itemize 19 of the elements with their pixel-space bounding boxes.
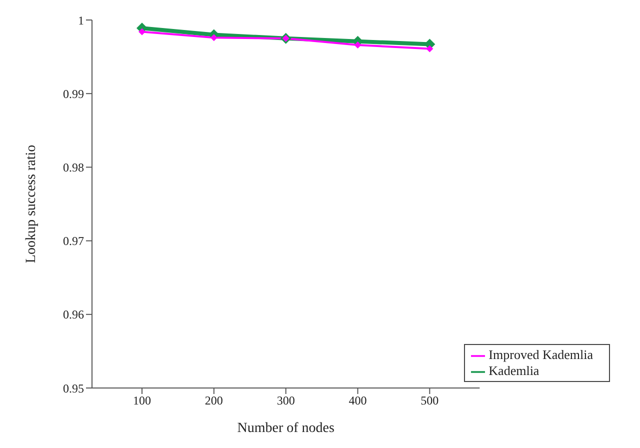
y-tick-label: 0.98 (63, 160, 84, 174)
x-tick-label: 200 (204, 394, 223, 408)
point (426, 45, 434, 52)
y-axis-title: Lookup success ratio (24, 144, 39, 264)
point (138, 28, 146, 36)
point (354, 42, 362, 49)
x-axis-title: Number of nodes (237, 420, 334, 436)
legend-label: Kademlia (488, 362, 540, 378)
y-tick-label: 0.95 (63, 381, 84, 396)
x-tick-label: 100 (133, 394, 151, 408)
y-tick-label: 0.97 (63, 234, 84, 248)
x-tick-label: 400 (348, 394, 367, 408)
point (210, 34, 218, 42)
y-tick-label: 0.99 (63, 86, 84, 101)
y-tick-label: 0.96 (63, 308, 84, 322)
x-tick-label: 300 (276, 394, 295, 408)
legend-label: Improved Kademlia (488, 346, 593, 362)
x-tick-label: 500 (420, 394, 439, 408)
y-tick-label: 1 (78, 13, 84, 28)
